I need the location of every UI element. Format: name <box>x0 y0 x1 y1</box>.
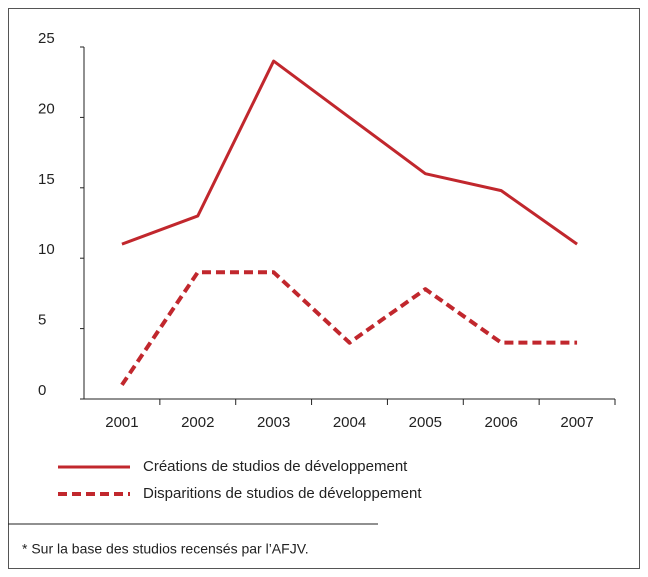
y-tick-label: 0 <box>38 382 46 399</box>
x-tick-label: 2005 <box>409 414 442 431</box>
y-tick-label: 10 <box>38 241 55 258</box>
series-line <box>120 270 578 387</box>
x-tick-label: 2001 <box>105 414 138 431</box>
x-tick-label: 2004 <box>333 414 366 431</box>
series-line <box>121 59 578 246</box>
x-tick-label: 2003 <box>257 414 290 431</box>
y-tick-label: 15 <box>38 171 55 188</box>
legend-label: Disparitions de studios de développement <box>143 485 422 502</box>
y-tick-label: 20 <box>38 100 55 117</box>
x-tick-label: 2007 <box>560 414 593 431</box>
footnote: * Sur la base des studios recensés par l… <box>22 541 309 557</box>
y-tick-label: 5 <box>38 312 46 329</box>
frame <box>8 8 640 569</box>
legend-label: Créations de studios de développement <box>143 458 408 475</box>
x-tick-label: 2006 <box>485 414 518 431</box>
x-tick-label: 2002 <box>181 414 214 431</box>
y-tick-label: 25 <box>38 30 55 47</box>
